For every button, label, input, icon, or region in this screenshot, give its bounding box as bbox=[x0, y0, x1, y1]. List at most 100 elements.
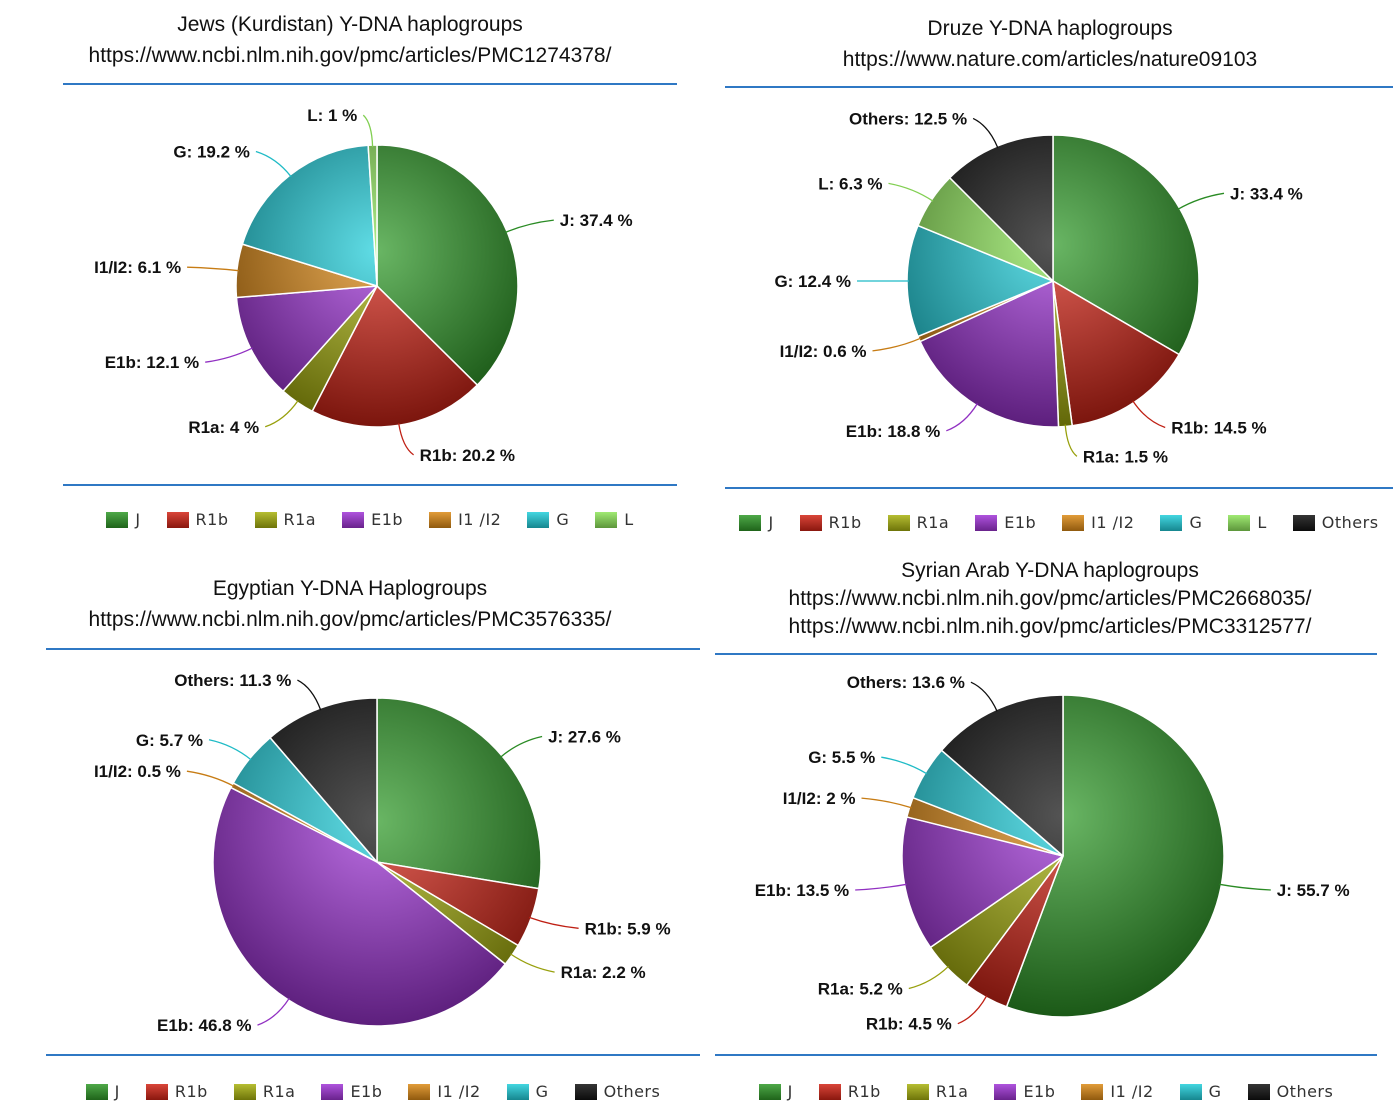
legend-label: E1b bbox=[371, 510, 404, 529]
legend-item-j[interactable]: J bbox=[106, 510, 140, 529]
connector-r1b bbox=[528, 916, 579, 929]
connector-r1a bbox=[264, 400, 299, 428]
pie-chart: J: 55.7 % R1b: 4.5 % R1a: 5.2 % E1b: 13.5 %… bbox=[755, 673, 1350, 1034]
legend-swatch bbox=[429, 511, 452, 528]
data-label-e1b: E1b: 12.1 % bbox=[105, 353, 200, 372]
legend-label: R1a bbox=[283, 510, 317, 529]
legend-item-i1-i2[interactable]: I1 /I2 bbox=[1081, 1082, 1153, 1101]
legend-label: R1a bbox=[262, 1082, 296, 1101]
data-label-others: Others: 13.6 % bbox=[847, 673, 965, 692]
legend-label: E1b bbox=[1004, 513, 1037, 532]
data-label-i1-i2: I1/I2: 2 % bbox=[783, 789, 856, 808]
connector-r1a bbox=[1064, 424, 1078, 457]
legend-swatch bbox=[254, 511, 277, 528]
data-label-j: J: 37.4 % bbox=[560, 211, 633, 230]
legend-item-r1b[interactable]: R1b bbox=[145, 1082, 208, 1101]
legend-label: G bbox=[1208, 1082, 1222, 1101]
legend-item-r1a[interactable]: R1a bbox=[254, 510, 317, 529]
legend-label: J bbox=[768, 513, 774, 532]
subtitle-line-1: https://www.ncbi.nlm.nih.gov/pmc/article… bbox=[788, 587, 1312, 610]
legend-swatch bbox=[85, 1083, 108, 1100]
legend-item-e1b[interactable]: E1b bbox=[321, 1082, 382, 1101]
legend-item-g[interactable]: G bbox=[1160, 513, 1202, 532]
legend-item-others[interactable]: Others bbox=[1292, 513, 1379, 532]
legend-label: G bbox=[1189, 513, 1203, 532]
legend-swatch bbox=[1292, 514, 1315, 531]
title-rule bbox=[725, 86, 1393, 88]
legend-item-i1-i2[interactable]: I1 /I2 bbox=[429, 510, 501, 529]
legend-item-i1-i2[interactable]: I1 /I2 bbox=[408, 1082, 480, 1101]
legend-item-g[interactable]: G bbox=[527, 510, 569, 529]
legend-item-j[interactable]: J bbox=[85, 1082, 120, 1101]
legend-swatch bbox=[1228, 514, 1251, 531]
legend-item-l[interactable]: L bbox=[595, 510, 633, 529]
legend-swatch bbox=[342, 511, 365, 528]
legend-label: I1 /I2 bbox=[1091, 513, 1135, 532]
title-rule bbox=[715, 653, 1377, 655]
data-label-r1b: R1b: 14.5 % bbox=[1171, 419, 1266, 438]
title-rule bbox=[46, 648, 700, 650]
connector-r1b bbox=[957, 995, 988, 1025]
data-label-i1-i2: I1/I2: 6.1 % bbox=[94, 258, 181, 277]
legend-swatch bbox=[739, 514, 762, 531]
connector-r1b bbox=[1132, 400, 1166, 429]
legend-item-e1b[interactable]: E1b bbox=[994, 1082, 1055, 1101]
legend-item-e1b[interactable]: E1b bbox=[975, 513, 1036, 532]
legend-label: Others bbox=[1276, 1082, 1334, 1101]
legend: J R1b R1a E1b I1 /I2 G Others bbox=[715, 1082, 1377, 1101]
legend-swatch bbox=[408, 1083, 431, 1100]
legend-label: J bbox=[135, 510, 141, 529]
data-label-e1b: E1b: 46.8 % bbox=[157, 1016, 252, 1035]
legend-label: R1b bbox=[174, 1082, 208, 1101]
legend-item-e1b[interactable]: E1b bbox=[342, 510, 403, 529]
legend-swatch bbox=[818, 1083, 841, 1100]
chart-title: Syrian Arab Y-DNA haplogroups https://ww… bbox=[700, 557, 1400, 641]
connector-i1-i2 bbox=[872, 337, 922, 352]
connector-r1a bbox=[908, 965, 949, 990]
legend-item-j[interactable]: J bbox=[758, 1082, 793, 1101]
data-label-l: L: 6.3 % bbox=[818, 174, 882, 193]
legend-item-r1a[interactable]: R1a bbox=[906, 1082, 969, 1101]
legend-label: R1b bbox=[195, 510, 229, 529]
connector-j bbox=[1177, 192, 1225, 210]
legend-item-i1-i2[interactable]: I1 /I2 bbox=[1062, 513, 1134, 532]
legend-item-g[interactable]: G bbox=[506, 1082, 549, 1101]
legend-item-g[interactable]: G bbox=[1179, 1082, 1222, 1101]
legend-item-r1a[interactable]: R1a bbox=[887, 513, 950, 532]
legend-label: J bbox=[787, 1082, 793, 1101]
legend-swatch bbox=[906, 1083, 929, 1100]
legend-item-j[interactable]: J bbox=[739, 513, 773, 532]
legend-item-others[interactable]: Others bbox=[1247, 1082, 1334, 1101]
connector-j bbox=[500, 735, 543, 758]
legend-swatch bbox=[1179, 1083, 1202, 1100]
legend-item-r1b[interactable]: R1b bbox=[166, 510, 229, 529]
connector-e1b bbox=[257, 997, 290, 1026]
data-label-r1b: R1b: 4.5 % bbox=[866, 1015, 952, 1034]
legend-swatch bbox=[887, 514, 910, 531]
subtitle-line: https://www.ncbi.nlm.nih.gov/pmc/article… bbox=[88, 44, 612, 67]
legend-label: I1 /I2 bbox=[437, 1082, 481, 1101]
legend-label: R1b bbox=[828, 513, 862, 532]
data-label-j: J: 33.4 % bbox=[1230, 184, 1303, 203]
legend-label: R1a bbox=[935, 1082, 969, 1101]
legend-item-r1b[interactable]: R1b bbox=[799, 513, 862, 532]
legend-swatch bbox=[1160, 514, 1183, 531]
data-label-e1b: E1b: 18.8 % bbox=[846, 422, 941, 441]
data-label-j: J: 27.6 % bbox=[548, 728, 621, 747]
legend-item-others[interactable]: Others bbox=[574, 1082, 661, 1101]
legend-item-l[interactable]: L bbox=[1228, 513, 1266, 532]
connector-e1b bbox=[205, 347, 253, 363]
data-label-r1a: R1a: 4 % bbox=[188, 418, 259, 437]
legend-swatch bbox=[106, 511, 129, 528]
chart-panel-syrian-arab: Syrian Arab Y-DNA haplogroups https://ww… bbox=[700, 555, 1400, 1111]
legend-label: G bbox=[535, 1082, 549, 1101]
legend-item-r1a[interactable]: R1a bbox=[233, 1082, 296, 1101]
legend-swatch bbox=[758, 1083, 781, 1100]
legend-label: E1b bbox=[1023, 1082, 1056, 1101]
legend-swatch bbox=[595, 511, 618, 528]
subtitle-line-2: https://www.ncbi.nlm.nih.gov/pmc/article… bbox=[788, 615, 1312, 638]
legend-item-r1b[interactable]: R1b bbox=[818, 1082, 881, 1101]
chart-panel-egyptian: Egyptian Y-DNA Haplogroups https://www.n… bbox=[0, 555, 700, 1111]
legend-label: I1 /I2 bbox=[458, 510, 502, 529]
legend-swatch bbox=[166, 511, 189, 528]
